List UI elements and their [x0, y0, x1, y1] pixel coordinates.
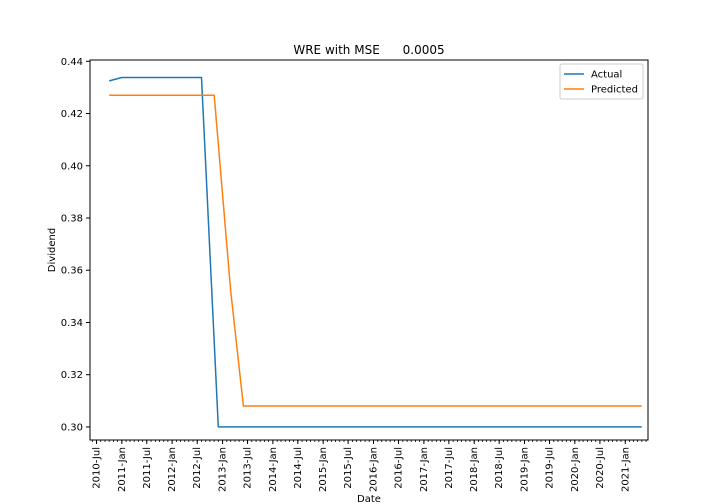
x-tick-label: 2013-Jan: [218, 447, 229, 492]
y-tick-label: 0.36: [61, 266, 83, 277]
y-tick-label: 0.40: [61, 161, 83, 172]
y-tick-label: 0.34: [61, 318, 83, 329]
legend: Actual Predicted: [559, 63, 644, 100]
legend-box: [559, 63, 644, 100]
x-tick-label: 2016-Jul: [394, 447, 405, 489]
y-tick-label: 0.38: [61, 214, 83, 225]
x-tick-label: 2012-Jan: [167, 447, 178, 492]
axes-frame: [89, 59, 649, 441]
series-layer: [109, 76, 642, 428]
y-tick-label: 0.44: [61, 57, 83, 68]
y-axis-label: Dividend: [47, 228, 58, 272]
x-axis-label: Date: [357, 494, 381, 504]
plot-area: [89, 59, 649, 441]
chart-title: WRE with MSE 0.0005: [293, 43, 444, 57]
x-tick-label: 2011-Jan: [117, 447, 128, 492]
x-tick-label: 2015-Jan: [318, 447, 329, 492]
x-tick-label: 2014-Jul: [293, 447, 304, 489]
x-tick-label: 2021-Jan: [620, 447, 631, 492]
legend-actual-label: Actual: [591, 70, 622, 81]
x-tick-label: 2019-Jul: [544, 447, 555, 489]
x-tick-label: 2012-Jul: [192, 447, 203, 489]
series-line-actual: [109, 76, 642, 428]
x-tick-label: 2013-Jul: [243, 447, 254, 489]
x-tick-label: 2011-Jul: [142, 447, 153, 489]
x-tick-label: 2019-Jan: [520, 447, 531, 492]
x-tick-label: 2015-Jul: [343, 447, 354, 489]
x-tick-label: 2018-Jul: [494, 447, 505, 489]
x-axis: 2010-Jul 2011-Jan 2011-Jul 2012-Jan 2012-Jul…: [91, 440, 647, 492]
y-tick-label: 0.32: [61, 370, 83, 381]
x-tick-label: 2020-Jul: [595, 447, 606, 489]
y-tick-label: 0.30: [61, 422, 83, 433]
x-tick-label: 2018-Jan: [469, 447, 480, 492]
y-tick-label: 0.42: [61, 109, 83, 120]
x-tick-label: 2020-Jan: [570, 447, 581, 492]
x-tick-label: 2017-Jul: [444, 447, 455, 489]
series-line-predicted: [109, 94, 642, 407]
x-tick-label: 2014-Jan: [268, 447, 279, 492]
x-tick-label: 2016-Jan: [368, 447, 379, 492]
x-tick-label: 2017-Jan: [419, 447, 430, 492]
legend-predicted-label: Predicted: [591, 85, 638, 96]
x-tick-label: 2010-Jul: [91, 447, 102, 489]
y-axis: 0.30 0.32 0.34 0.36 0.38 0.40 0.42 0.44: [61, 57, 90, 433]
